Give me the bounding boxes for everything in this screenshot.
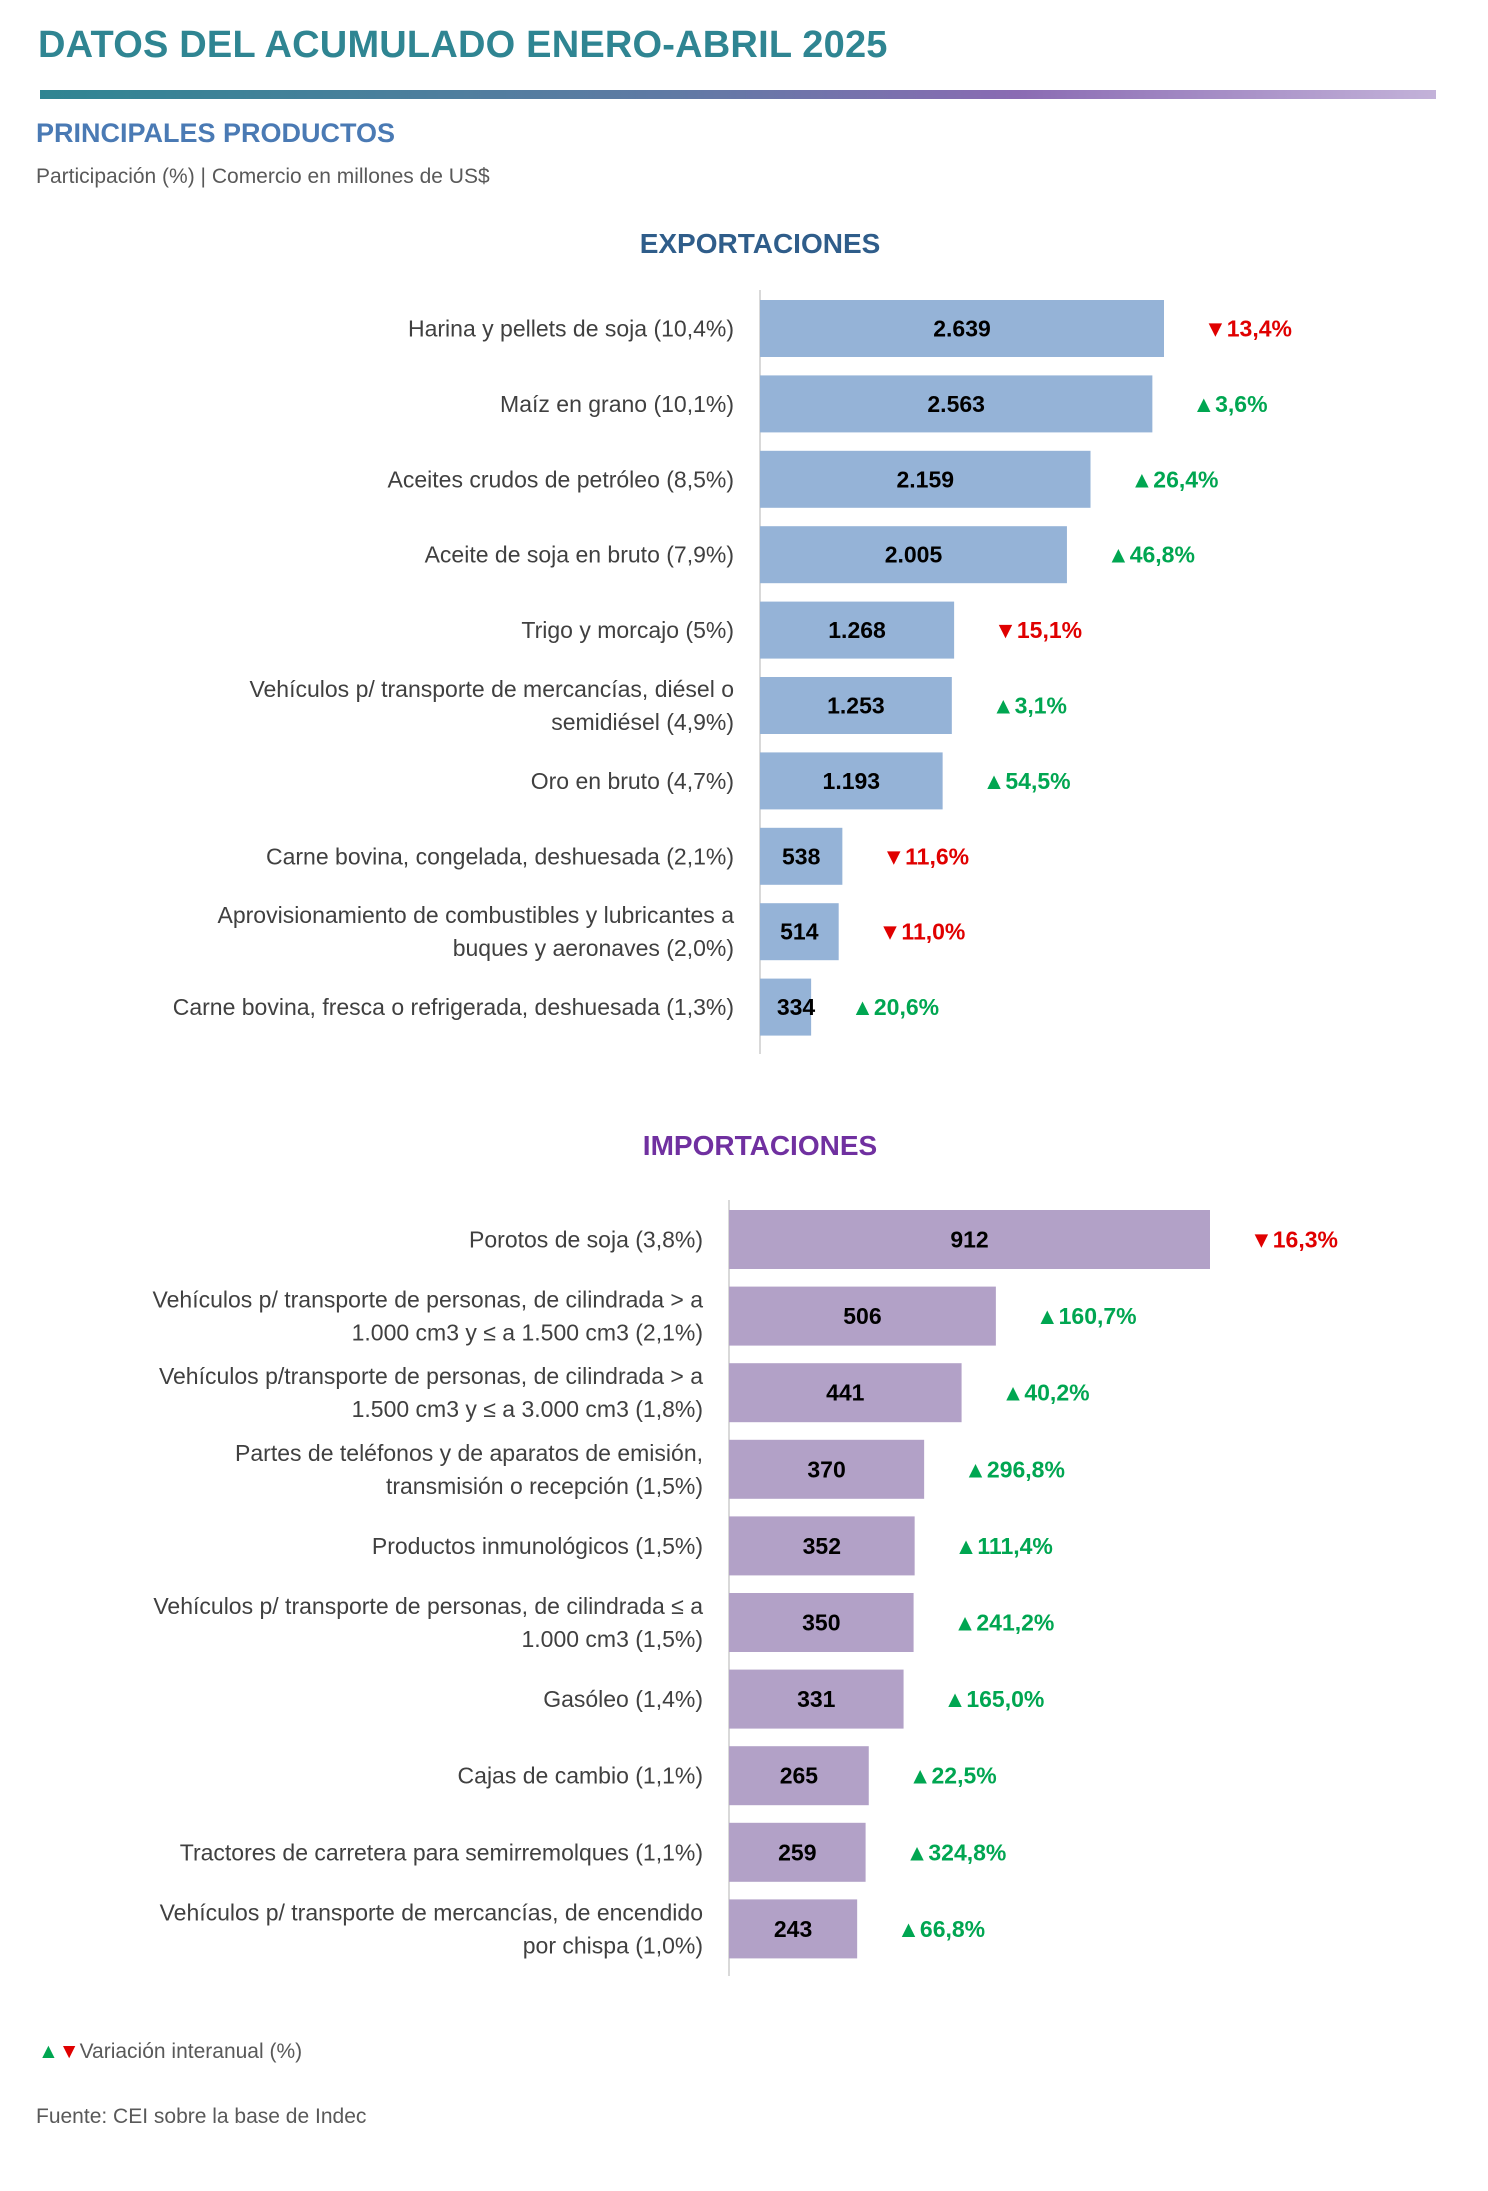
bar-value-label: 350 [802, 1610, 840, 1636]
bar [760, 903, 839, 961]
page-title: DATOS DEL ACUMULADO ENERO-ABRIL 2025 [38, 24, 888, 66]
bar [729, 1210, 1210, 1269]
legend: ▲▼Variación interanual (%) [38, 2040, 302, 2064]
category-label: Carne bovina, congelada, deshuesada (2,1… [266, 843, 734, 869]
bar-value-label: 334 [777, 994, 816, 1020]
category-label: Maíz en grano (10,1%) [500, 391, 734, 417]
bar-value-label: 352 [803, 1533, 841, 1559]
category-label: Cajas de cambio (1,1%) [458, 1763, 703, 1789]
variation-up-label: ▲241,2% [954, 1610, 1055, 1636]
variation-up-label: ▲26,4% [1131, 466, 1219, 492]
bar [760, 827, 843, 885]
category-label: Aprovisionamiento de combustibles y lubr… [218, 902, 735, 961]
variation-up-label: ▲160,7% [1036, 1303, 1137, 1329]
section-title: PRINCIPALES PRODUCTOS [36, 118, 396, 148]
bar-value-label: 2.563 [927, 391, 985, 417]
bar-value-label: 538 [782, 843, 821, 869]
category-label: Tractores de carretera para semirremolqu… [180, 1839, 703, 1865]
variation-up-label: ▲3,6% [1192, 391, 1267, 417]
source-note: Fuente: CEI sobre la base de Indec [36, 2105, 367, 2128]
category-label: Vehículos p/ transporte de personas, de … [153, 1287, 704, 1346]
bar-value-label: 1.253 [827, 693, 885, 719]
bar-value-label: 441 [826, 1380, 865, 1406]
bar [729, 1286, 996, 1346]
category-label: Vehículos p/ transporte de mercancías, d… [249, 676, 734, 735]
bar [729, 1746, 869, 1806]
bar [760, 526, 1067, 584]
bar [729, 1516, 915, 1576]
exports-bar-chart: 2.639 Harina y pellets de soja (10,4%) ▼13… [173, 290, 1292, 1054]
category-label: Trigo y morcajo (5%) [521, 617, 734, 643]
bar-value-label: 243 [774, 1916, 812, 1942]
category-label: Oro en bruto (4,7%) [531, 768, 734, 794]
variation-up-label: ▲66,8% [897, 1916, 985, 1942]
bar [760, 300, 1164, 357]
bar-value-label: 514 [780, 919, 819, 945]
bar-value-label: 1.268 [828, 617, 886, 643]
bar-value-label: 2.639 [933, 316, 991, 342]
category-label: Carne bovina, fresca o refrigerada, desh… [173, 994, 734, 1020]
variation-up-label: ▲3,1% [992, 693, 1067, 719]
variation-up-label: ▲22,5% [909, 1763, 997, 1789]
bar [729, 1822, 866, 1882]
bar-value-label: 506 [843, 1303, 881, 1329]
variation-up-label: ▲296,8% [964, 1456, 1065, 1482]
category-label: Vehículos p/ transporte de personas, de … [153, 1593, 703, 1652]
section-subtitle: Participación (%) | Comercio en millones… [36, 165, 490, 188]
variation-up-label: ▲165,0% [944, 1686, 1045, 1712]
up-triangle-icon: ▲ [38, 2040, 59, 2063]
variation-up-label: ▲46,8% [1107, 542, 1195, 568]
variation-up-label: ▲54,5% [983, 768, 1071, 794]
bar-value-label: 259 [778, 1839, 816, 1865]
category-label: Aceite de soja en bruto (7,9%) [425, 542, 734, 568]
imports-bar-chart: 912 Porotos de soja (3,8%) ▼16,3% 506 Vehícu… [153, 1200, 1338, 1976]
bar [760, 752, 943, 810]
variation-up-label: ▲40,2% [1002, 1380, 1090, 1406]
down-triangle-icon: ▼ [58, 2040, 80, 2063]
bar [760, 677, 952, 734]
variation-up-label: ▲20,6% [851, 994, 939, 1020]
imports-chart-title: IMPORTACIONES [642, 1130, 878, 1161]
bar [760, 601, 955, 659]
bar-value-label: 265 [780, 1763, 819, 1789]
category-label: Vehículos p/ transporte de mercancías, d… [160, 1899, 703, 1958]
bar-value-label: 2.005 [885, 542, 943, 568]
bar [729, 1669, 904, 1729]
category-label: Partes de teléfonos y de aparatos de emi… [235, 1440, 703, 1499]
bar-value-label: 370 [807, 1456, 845, 1482]
bar [729, 1439, 925, 1499]
bar [760, 375, 1153, 433]
bar [729, 1593, 914, 1652]
category-label: Productos inmunológicos (1,5%) [372, 1533, 703, 1559]
variation-down-label: ▼16,3% [1250, 1227, 1338, 1253]
bar [729, 1899, 858, 1959]
variation-down-label: ▼15,1% [994, 617, 1082, 643]
exports-chart-title: EXPORTACIONES [639, 228, 881, 259]
variation-down-label: ▼11,0% [879, 919, 966, 945]
variation-down-label: ▼13,4% [1204, 316, 1292, 342]
bar [760, 978, 812, 1036]
bar [729, 1363, 962, 1423]
category-label: Porotos de soja (3,8%) [469, 1227, 703, 1253]
category-label: Aceites crudos de petróleo (8,5%) [388, 466, 734, 492]
bar-value-label: 331 [797, 1686, 836, 1712]
category-label: Harina y pellets de soja (10,4%) [408, 316, 734, 342]
variation-up-label: ▲324,8% [906, 1839, 1007, 1865]
bar-value-label: 1.193 [823, 768, 881, 794]
legend-label: Variación interanual (%) [79, 2040, 303, 2063]
category-label: Gasóleo (1,4%) [543, 1686, 703, 1712]
bar-value-label: 2.159 [896, 466, 954, 492]
bar [760, 450, 1091, 508]
title-divider [40, 90, 1436, 99]
bar-value-label: 912 [950, 1227, 988, 1253]
variation-up-label: ▲111,4% [955, 1533, 1053, 1559]
variation-down-label: ▼11,6% [882, 843, 969, 869]
category-label: Vehículos p/transporte de personas, de c… [159, 1363, 703, 1422]
